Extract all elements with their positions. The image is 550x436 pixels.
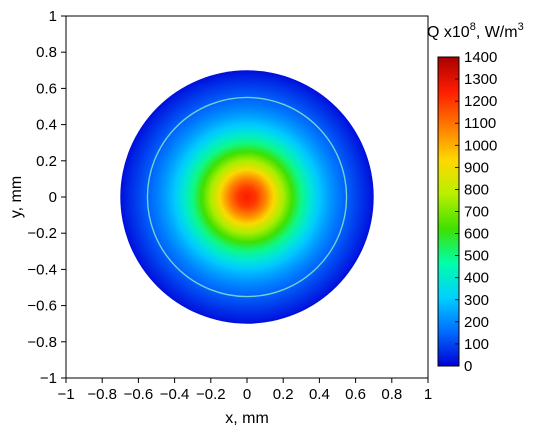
y-axis: 1 0.8 0.6 0.4 0.2 0 −0.2 −0.4 −0.6 −0.8 −1	[27, 8, 66, 387]
x-axis: −1 −0.8 −0.6 −0.4 −0.2 0 0.2 0.4 0.6 0.8 1	[57, 378, 432, 403]
x-tick-label: −0.2	[196, 386, 226, 403]
y-tick-label: 0	[49, 189, 57, 206]
y-tick-label: −0.4	[27, 261, 57, 278]
y-tick-label: −0.6	[27, 298, 57, 315]
heat-source-disk	[120, 70, 374, 324]
colorbar-title-exponent: 8	[470, 21, 476, 33]
colorbar-tick-label: 500	[464, 248, 489, 265]
x-tick-label: 0.8	[381, 386, 402, 403]
x-tick-label: −0.8	[87, 386, 117, 403]
colorbar-tick-label: 1200	[464, 93, 497, 110]
contour-ring	[146, 96, 348, 298]
x-axis-label: x, mm	[225, 410, 269, 427]
plot-area	[65, 15, 429, 379]
x-tick-label: −0.6	[124, 386, 154, 403]
y-tick-label: 0.8	[36, 44, 57, 61]
colorbar-ticks: 0 100 200 300 400 500 600 700 800 900 1000 1100 1200…	[455, 49, 497, 375]
colorbar-tick-label: 100	[464, 336, 489, 353]
colorbar-title-prefix: Q x10	[427, 24, 470, 41]
colorbar-tick-label: 400	[464, 270, 489, 287]
x-tick-label: 0	[243, 386, 251, 403]
y-axis-label: y, mm	[8, 176, 25, 218]
y-tick-label: 0.6	[36, 80, 57, 97]
colorbar-tick-label: 900	[464, 159, 489, 176]
colorbar-title-unit-exponent: 3	[518, 21, 524, 33]
y-tick-label: −1	[40, 370, 57, 387]
x-tick-label: 0.2	[273, 386, 294, 403]
x-tick-label: 0.4	[309, 386, 330, 403]
colorbar: Q x108, W/m3 0 100 200 300 400 500 600 700 800 90…	[427, 21, 524, 375]
colorbar-tick-label: 1000	[464, 137, 497, 154]
colorbar-title: Q x108, W/m3	[427, 21, 524, 41]
y-tick-label: 1	[49, 8, 57, 25]
colorbar-tick-label: 300	[464, 292, 489, 309]
x-tick-label: −0.4	[160, 386, 190, 403]
y-tick-label: 0.4	[36, 117, 57, 134]
colorbar-tick-label: 1100	[464, 115, 496, 132]
colorbar-tick-label: 600	[464, 226, 489, 243]
colorbar-tick-label: 700	[464, 204, 489, 221]
colorbar-tick-label: 200	[464, 314, 489, 331]
x-tick-label: −1	[57, 386, 74, 403]
colorbar-tick-label: 0	[464, 358, 472, 375]
x-tick-label: 1	[424, 386, 432, 403]
colorbar-tick-label: 1300	[464, 71, 497, 88]
colorbar-tick-label: 800	[464, 181, 489, 198]
x-tick-label: 0.6	[345, 386, 366, 403]
y-tick-label: −0.8	[27, 334, 57, 351]
y-tick-label: 0.2	[36, 153, 57, 170]
y-tick-label: −0.2	[27, 225, 57, 242]
colorbar-tick-label: 1400	[464, 49, 497, 66]
colorbar-title-unit: , W/m	[476, 24, 518, 41]
